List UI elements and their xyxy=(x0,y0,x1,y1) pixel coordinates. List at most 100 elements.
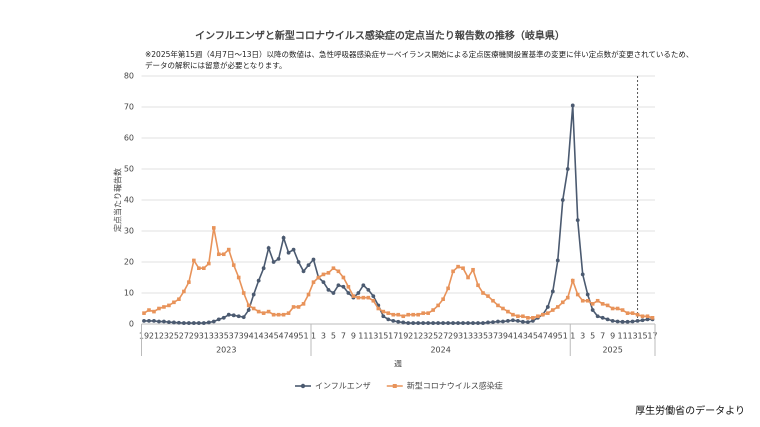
data-point xyxy=(366,295,371,300)
data-point xyxy=(590,302,595,306)
data-point xyxy=(650,316,655,320)
data-point xyxy=(326,271,331,275)
x-tick-label: 35 xyxy=(219,332,229,341)
data-point xyxy=(520,319,525,324)
data-point xyxy=(276,257,281,261)
data-point xyxy=(555,258,560,263)
data-point xyxy=(496,303,500,308)
y-tick-label: 80 xyxy=(124,72,134,81)
data-point xyxy=(266,309,271,314)
data-point xyxy=(346,291,351,295)
x-tick-label: 15 xyxy=(378,332,388,341)
data-point xyxy=(301,302,306,306)
x-tick-label: 49 xyxy=(548,332,558,341)
data-point xyxy=(336,283,341,288)
x-tick-label: 47 xyxy=(278,332,288,341)
data-point xyxy=(142,311,146,315)
data-point xyxy=(286,250,291,255)
data-point xyxy=(466,321,470,325)
data-point xyxy=(381,314,386,319)
x-tick-label: 31 xyxy=(199,332,209,341)
data-point xyxy=(635,312,640,317)
x-tick-label: 21 xyxy=(408,332,418,341)
x-tick-label: 45 xyxy=(269,332,279,341)
data-point xyxy=(172,320,176,325)
x-tick-label: 39 xyxy=(498,332,508,341)
data-point xyxy=(506,319,510,323)
data-point xyxy=(585,292,590,297)
data-point xyxy=(271,312,276,317)
data-point xyxy=(241,291,246,295)
data-point xyxy=(186,321,191,325)
data-point xyxy=(296,260,301,264)
data-point xyxy=(391,312,396,317)
data-point xyxy=(181,321,186,325)
data-point xyxy=(456,321,460,325)
data-point xyxy=(291,247,296,252)
data-point xyxy=(630,319,635,324)
data-point xyxy=(546,311,550,315)
x-tick-label: 25 xyxy=(169,332,179,341)
data-point xyxy=(341,284,346,289)
data-point xyxy=(311,280,316,284)
data-point xyxy=(371,298,376,303)
x-tick-label: 29 xyxy=(189,332,199,341)
data-point xyxy=(331,266,336,270)
data-point xyxy=(610,319,615,323)
data-point xyxy=(152,309,156,314)
data-point xyxy=(550,308,555,312)
chart-title: インフルエンザと新型コロナウイルス感染症の定点当たり報告数の推移（岐阜県） xyxy=(195,29,565,42)
x-tick-label: 25 xyxy=(428,332,438,341)
data-point xyxy=(481,321,485,325)
data-point xyxy=(276,312,281,317)
data-point xyxy=(246,303,251,308)
data-point xyxy=(595,314,600,319)
y-tick-label: 0 xyxy=(129,320,134,329)
data-point xyxy=(590,308,595,312)
data-point xyxy=(172,300,176,305)
data-point xyxy=(321,280,326,285)
data-point xyxy=(491,320,495,325)
data-point xyxy=(461,321,465,325)
x-tick-label: 43 xyxy=(259,332,269,341)
note: ※2025年第15週（4月7日～13日）以降の数値は、急性呼吸器感染症サーベイラ… xyxy=(145,49,693,59)
data-point xyxy=(311,257,316,262)
data-point xyxy=(361,295,366,300)
data-point xyxy=(396,319,401,324)
data-point xyxy=(147,308,151,312)
data-point xyxy=(506,309,510,314)
data-point xyxy=(466,275,470,280)
data-point xyxy=(486,294,490,298)
data-point xyxy=(162,305,166,309)
data-point xyxy=(236,314,241,319)
data-point xyxy=(625,311,630,315)
data-point xyxy=(426,321,431,325)
data-point xyxy=(501,306,505,311)
data-point xyxy=(182,289,186,294)
x-tick-label: 1 xyxy=(570,332,575,341)
y-tick-label: 70 xyxy=(124,103,134,112)
x-tick-label: 43 xyxy=(518,332,528,341)
x-tick-label: 5 xyxy=(590,332,595,341)
data-point xyxy=(197,266,201,270)
data-point xyxy=(610,306,615,311)
x-tick-label: 29 xyxy=(448,332,458,341)
data-point xyxy=(615,319,620,324)
source: 厚生労働省のデータより xyxy=(635,404,745,417)
data-point xyxy=(192,258,196,263)
y-tick-label: 10 xyxy=(124,289,134,298)
x-tick-label: 49 xyxy=(288,332,298,341)
x-tick-label: 27 xyxy=(179,332,189,341)
data-point xyxy=(605,303,610,308)
x-tick-label: 21 xyxy=(149,332,159,341)
data-point xyxy=(436,303,440,308)
data-point xyxy=(446,286,450,291)
data-point xyxy=(306,263,311,267)
data-point xyxy=(256,278,261,283)
legend-marker xyxy=(300,383,306,389)
data-point xyxy=(226,312,231,317)
legend-label: インフルエンザ xyxy=(315,382,371,391)
data-point xyxy=(206,320,211,325)
x-tick-label: 27 xyxy=(438,332,448,341)
data-point xyxy=(615,306,620,311)
